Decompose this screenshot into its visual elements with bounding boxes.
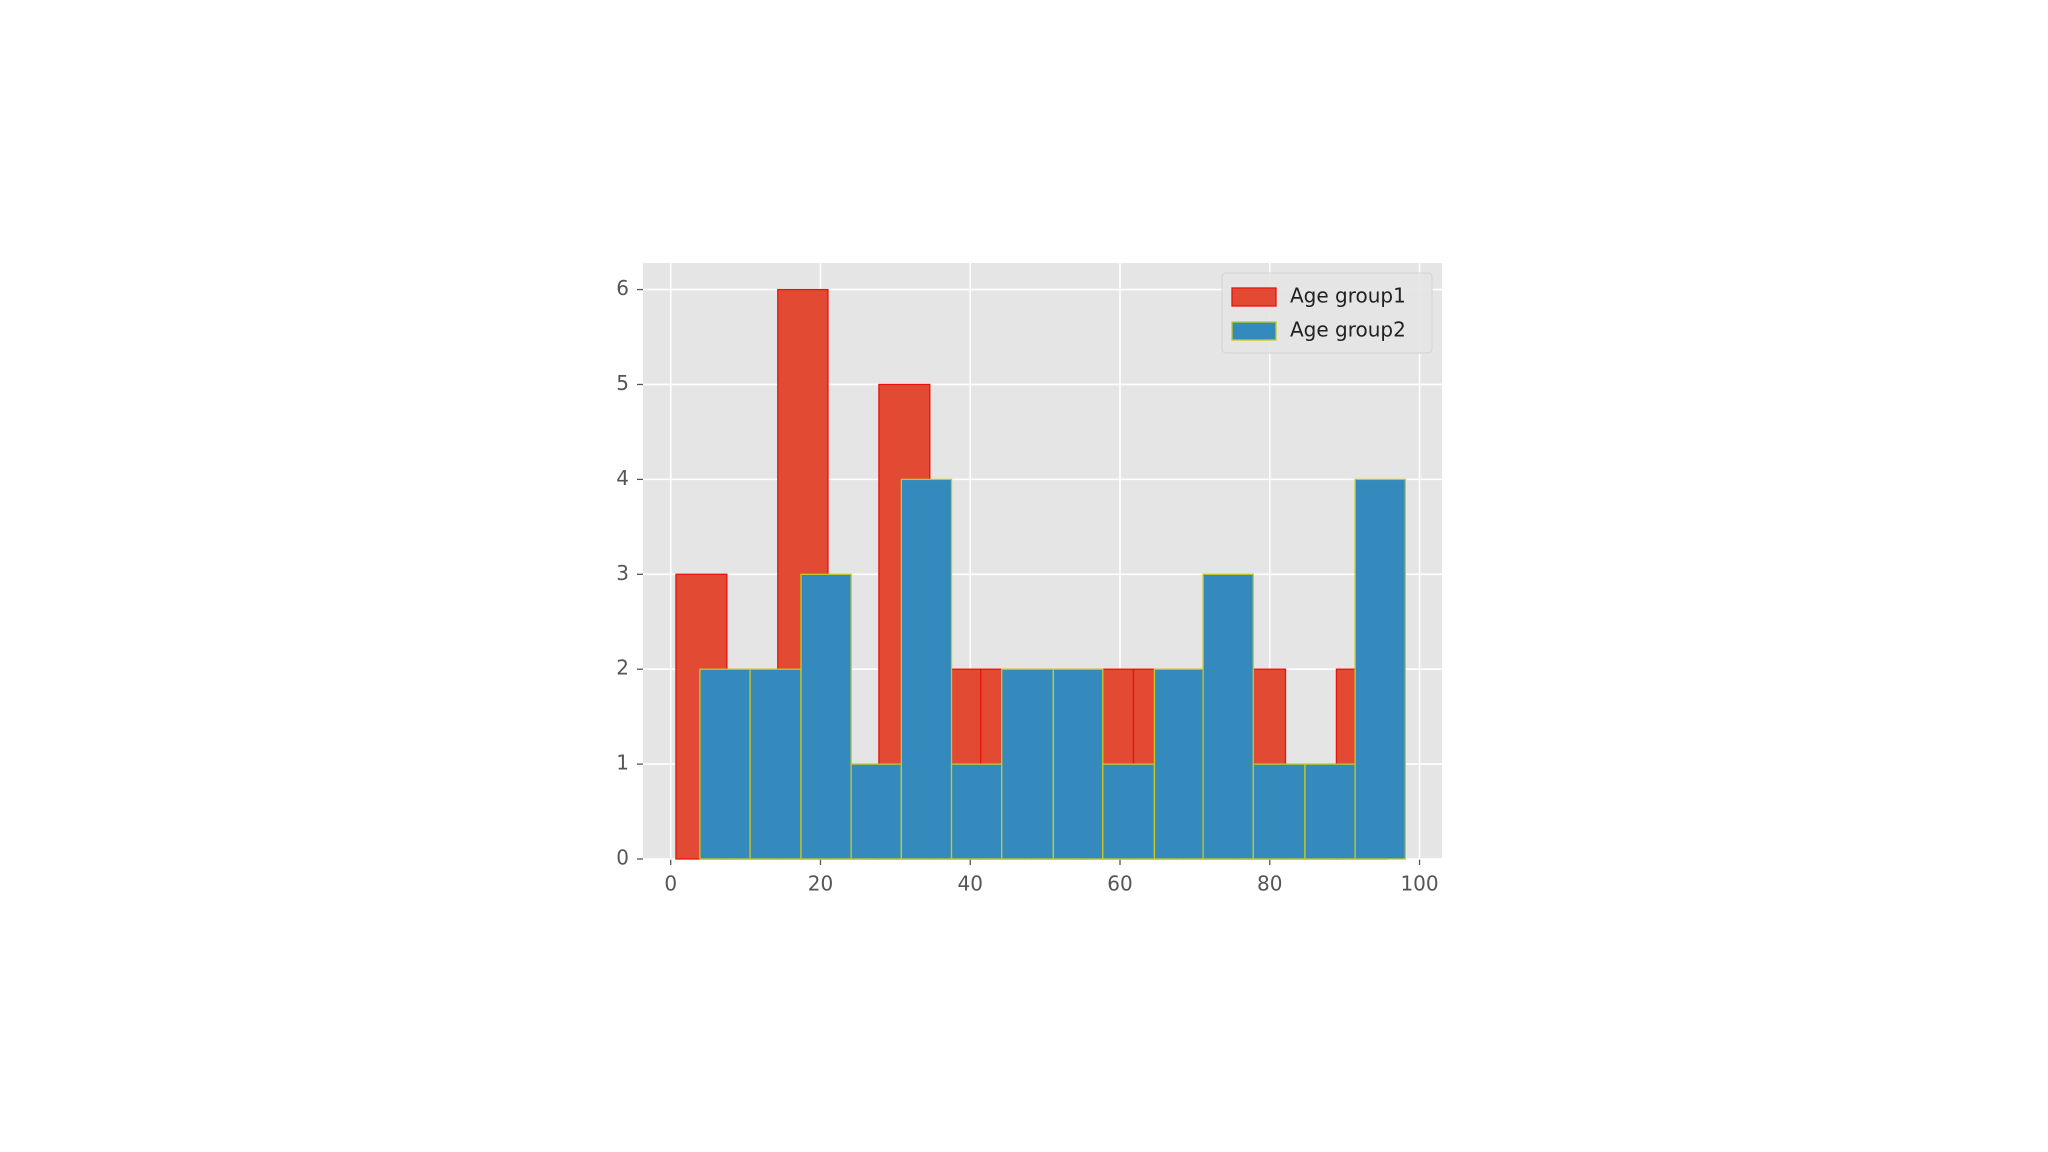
legend-swatch — [1231, 287, 1277, 307]
legend: Age group1 Age group2 — [1221, 272, 1433, 354]
histogram-bar — [1001, 668, 1055, 860]
histogram-bar — [850, 763, 902, 860]
x-tick-label: 20 — [808, 872, 833, 896]
x-tick-label: 0 — [664, 872, 677, 896]
legend-swatch — [1231, 321, 1277, 341]
y-tick-label: 3 — [616, 561, 629, 585]
histogram-bar — [800, 573, 852, 860]
histogram-bar — [1052, 668, 1104, 860]
x-tick-label: 60 — [1107, 872, 1132, 896]
histogram-bar — [1304, 763, 1356, 860]
y-tick-label: 1 — [616, 751, 629, 775]
y-tick-label: 5 — [616, 371, 629, 395]
histogram-bar — [1153, 668, 1204, 860]
histogram-bar — [900, 478, 953, 860]
x-tick-label: 80 — [1257, 872, 1282, 896]
histogram-bar — [950, 763, 1003, 860]
legend-label: Age group1 — [1290, 284, 1406, 308]
histogram-bar — [749, 668, 802, 860]
y-tick-label: 6 — [616, 276, 629, 300]
histogram-bar — [1202, 573, 1254, 860]
x-tick-label: 40 — [958, 872, 983, 896]
x-tick-label: 100 — [1400, 872, 1438, 896]
histogram-bar — [699, 668, 751, 860]
legend-label: Age group2 — [1290, 318, 1406, 342]
histogram-bar — [1102, 763, 1156, 860]
y-tick-label: 4 — [616, 466, 629, 490]
y-tick-label: 0 — [616, 846, 629, 870]
histogram-bar — [1354, 478, 1406, 860]
y-tick-label: 2 — [616, 656, 629, 680]
histogram-bar — [1252, 763, 1306, 860]
